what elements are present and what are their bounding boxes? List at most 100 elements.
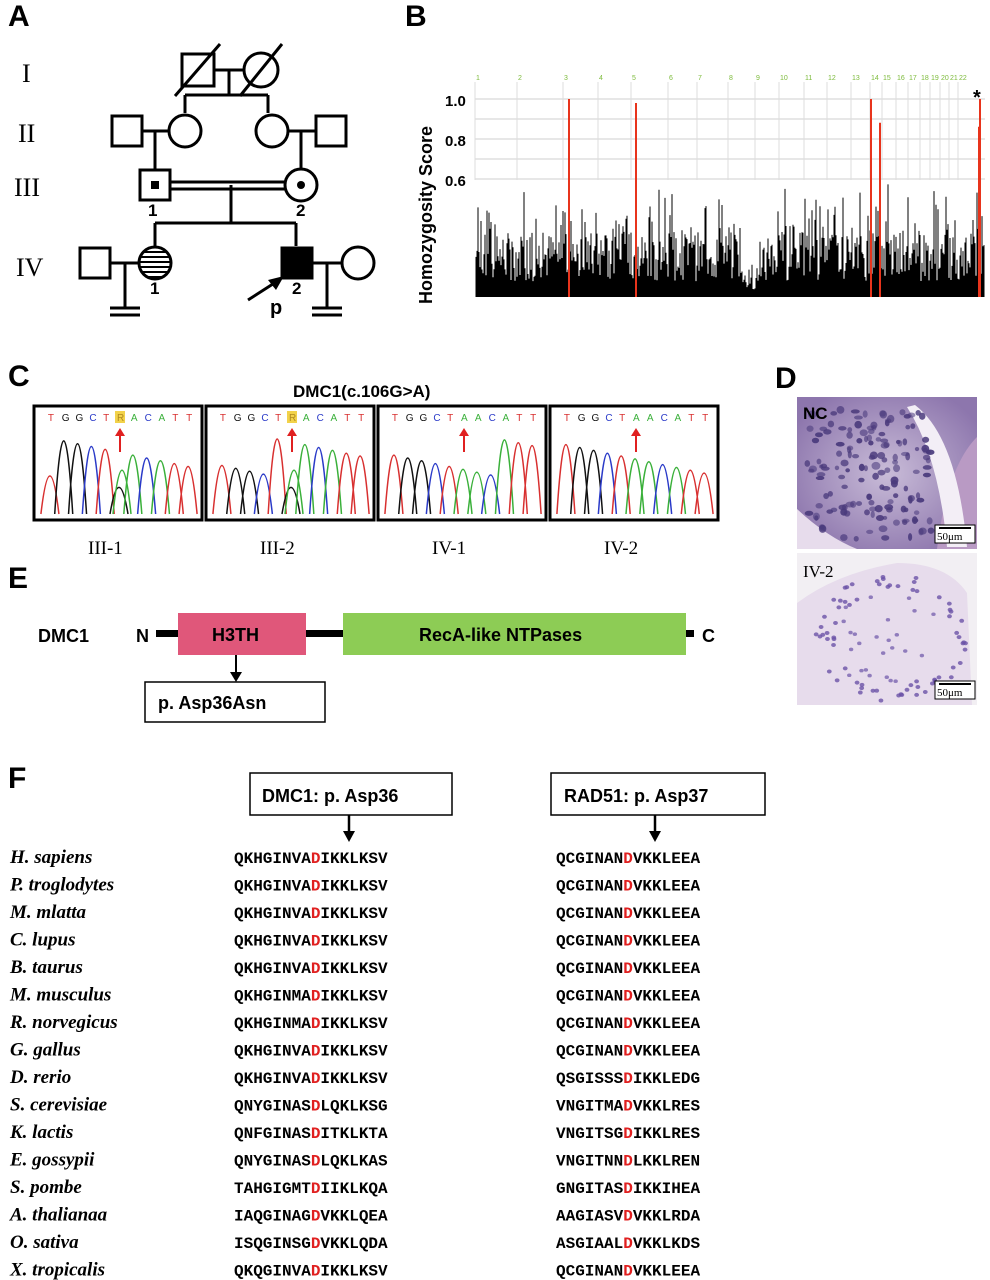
variant-arrow	[230, 672, 242, 682]
histology-patient-image: IV-2 50μm	[797, 553, 977, 705]
rad51-sequence: QCGINANDVKKLEEA	[556, 1263, 700, 1280]
chrom-label-14: 14	[871, 75, 879, 82]
ytick-0-8: 0.8	[445, 133, 466, 150]
variant-label: p. Asp36Asn	[158, 693, 266, 713]
species-name: M. mlatta	[9, 902, 87, 923]
generation-label-i: I	[22, 59, 31, 88]
base-call: C	[661, 413, 668, 424]
ytick-1-0: 1.0	[445, 93, 466, 110]
chrom-label-2: 2	[518, 75, 522, 82]
dmc1-sequence: QKHGINVADIKKLKSV	[234, 850, 388, 868]
base-call: A	[131, 413, 138, 424]
rad51-sequence: VNGITSGDIKKLRES	[556, 1125, 700, 1143]
label-iii-1: 1	[148, 201, 157, 220]
panel-label-a: A	[8, 0, 30, 33]
label-iii-2: 2	[296, 201, 305, 220]
base-call: T	[186, 413, 192, 424]
base-call: T	[358, 413, 364, 424]
base-call: G	[578, 413, 586, 424]
base-call: C	[89, 413, 96, 424]
base-call: A	[475, 413, 482, 424]
base-call: A	[633, 413, 640, 424]
panel-label-b: B	[405, 0, 427, 33]
dmc1-sequence: QKHGINMADIKKLKSV	[234, 1015, 388, 1033]
chrom-label-12: 12	[828, 75, 836, 82]
generation-label-iii: III	[14, 173, 40, 202]
pedigree-ii2-female	[167, 113, 203, 149]
chrom-label-1: 1	[476, 75, 480, 82]
dmc1-sequence: TAHGIGMTDIIKLKQA	[234, 1180, 388, 1198]
pedigree-iv2-affected-male	[280, 246, 314, 280]
base-call: C	[317, 413, 324, 424]
rad51-sequence: QCGINANDVKKLEEA	[556, 1043, 700, 1061]
alignment-row: B. taurus QKHGINVADIKKLKSV QCGINANDVKKLEEA	[9, 957, 700, 978]
rad51-sequence: AAGIASVDVKKLRDA	[556, 1208, 700, 1226]
species-name: A. thalianaa	[9, 1205, 108, 1226]
chrom-label-11: 11	[805, 75, 812, 82]
sanger-label-3: IV-1	[432, 538, 466, 559]
species-name: E. gossypii	[9, 1150, 95, 1171]
base-call: A	[330, 413, 337, 424]
variant-box	[144, 681, 326, 723]
rad51-header: RAD51: p. Asp37	[564, 786, 708, 806]
base-call: A	[674, 413, 681, 424]
species-name: D. rerio	[9, 1067, 71, 1088]
label-iv-1: 1	[150, 279, 159, 298]
rad51-sequence: VNGITMADVKKLRES	[556, 1098, 700, 1116]
reca-label: RecA-like NTPases	[419, 625, 582, 645]
alignment-row: S. cerevisiae QNYGINASDLQKLKSG VNGITMADVKK…	[10, 1095, 700, 1116]
base-call: G	[592, 413, 600, 424]
rad51-sequence: QCGINANDVKKLEEA	[556, 1015, 700, 1033]
homozygosity-ylabel: Homozygosity Score	[416, 126, 436, 304]
base-call: R	[117, 413, 124, 424]
pedigree-iv-spouse-female	[340, 245, 376, 281]
panel-label-c: C	[8, 360, 30, 393]
rad51-sequence: ASGIAALDVKKLKDS	[556, 1235, 700, 1253]
alignment-row: O. sativa ISQGINSGDVKKLQDA ASGIAALDVKKLKDS	[10, 1232, 700, 1253]
base-call: C	[489, 413, 496, 424]
base-call: A	[647, 413, 654, 424]
base-call: T	[530, 413, 536, 424]
base-call: T	[702, 413, 708, 424]
species-name: X. tropicalis	[9, 1260, 105, 1280]
dmc1-sequence: QKQGINVADIKKLKSV	[234, 1263, 388, 1280]
chrom-label-5: 5	[632, 75, 636, 82]
rad51-sequence: QCGINANDVKKLEEA	[556, 933, 700, 951]
generation-label-iv: IV	[16, 253, 44, 282]
chrom-label-20: 20	[941, 75, 949, 82]
reca-domain	[343, 613, 686, 655]
alignment-row: E. gossypii QNYGINASDLQKLKAS VNGITNNDLKKLR…	[9, 1150, 700, 1171]
dmc1-sequence: QNYGINASDLQKLKSG	[234, 1098, 388, 1116]
rad51-sequence: QCGINANDVKKLEEA	[556, 878, 700, 896]
generation-label-ii: II	[18, 119, 35, 148]
dmc1-header-box	[249, 772, 453, 816]
species-name: R. norvegicus	[9, 1012, 118, 1033]
dmc1-sequence: QKHGINVADIKKLKSV	[234, 878, 388, 896]
base-call: A	[303, 413, 310, 424]
dmc1-sequence: QKHGINVADIKKLKSV	[234, 933, 388, 951]
pedigree-ii3-female	[254, 113, 290, 149]
chrom-label-8: 8	[729, 75, 733, 82]
dmc1-sequence: QNYGINASDLQKLKAS	[234, 1153, 388, 1171]
base-call: T	[275, 413, 281, 424]
h3th-label: H3TH	[212, 625, 259, 645]
homozygosity-plot: Homozygosity Score 1 2 3 4 5 6 7 8 9 10 11 12 13 14 15…	[416, 75, 985, 304]
rad51-sequence: QSGISSSDIKKLEDG	[556, 1070, 700, 1088]
rad51-sequence: QCGINANDVKKLEEA	[556, 850, 700, 868]
dmc1-sequence: QNFGINASDITKLKTA	[234, 1125, 388, 1143]
pedigree-chart: I II III IV 1 2 1 2 p	[14, 43, 376, 319]
rad51-sequence: QCGINANDVKKLEEA	[556, 960, 700, 978]
chrom-label-21: 21	[950, 75, 958, 82]
chrom-label-7: 7	[698, 75, 702, 82]
species-name: S. cerevisiae	[10, 1095, 108, 1116]
histology-nc-label: NC	[803, 404, 828, 423]
base-call: T	[103, 413, 109, 424]
chrom-label-15: 15	[883, 75, 891, 82]
histology-patient-scale: 50μm	[937, 687, 963, 699]
base-call: A	[158, 413, 165, 424]
base-call: T	[220, 413, 226, 424]
base-call: T	[48, 413, 54, 424]
